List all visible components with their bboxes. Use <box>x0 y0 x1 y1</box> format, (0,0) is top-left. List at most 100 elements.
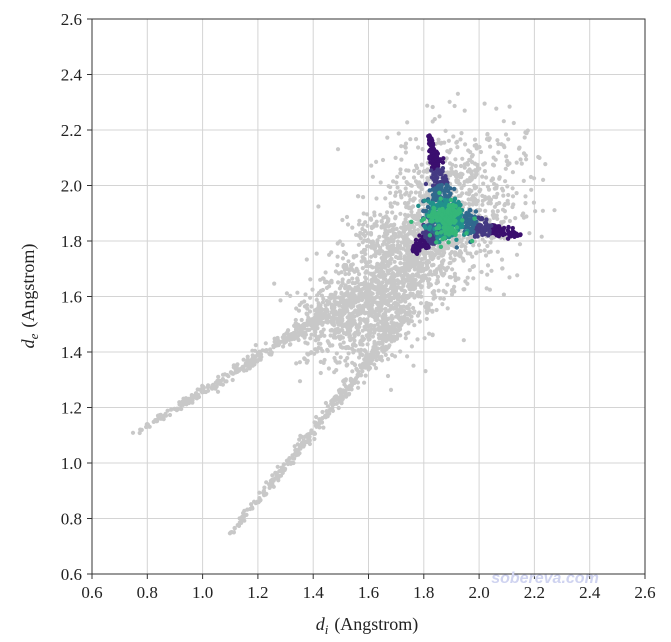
highlight-point <box>423 181 429 187</box>
background-point <box>374 294 379 299</box>
background-point <box>383 196 388 201</box>
background-point <box>291 460 296 466</box>
background-point <box>455 91 460 96</box>
background-point <box>285 329 290 334</box>
background-point <box>523 153 528 158</box>
background-point <box>406 168 411 173</box>
background-point <box>469 154 474 159</box>
background-point <box>411 232 416 237</box>
background-point <box>344 214 350 220</box>
background-point <box>309 304 314 309</box>
background-point <box>393 254 399 260</box>
background-point <box>372 323 377 328</box>
background-point <box>330 328 335 333</box>
background-point <box>438 296 443 301</box>
background-point <box>385 245 390 250</box>
background-point <box>295 442 300 447</box>
background-point <box>377 309 382 315</box>
background-point <box>399 225 404 230</box>
highlight-point <box>433 215 439 220</box>
background-point <box>361 336 367 342</box>
highlight-point <box>505 228 511 233</box>
background-point <box>193 393 198 399</box>
x-tick-label: 1.2 <box>247 583 268 602</box>
background-point <box>391 179 396 184</box>
background-point <box>356 242 361 247</box>
background-point <box>403 305 409 310</box>
background-point <box>495 216 500 221</box>
background-point <box>249 502 254 507</box>
background-point <box>396 295 401 300</box>
background-point <box>350 293 355 298</box>
background-point <box>308 336 313 341</box>
background-point <box>332 395 337 400</box>
y-tick-label: 2.4 <box>61 66 83 85</box>
background-point <box>392 200 397 205</box>
background-point <box>347 331 352 336</box>
background-point <box>361 318 366 323</box>
background-point <box>424 265 430 270</box>
background-point <box>416 269 421 274</box>
background-point <box>374 159 379 164</box>
background-point <box>392 354 398 359</box>
background-point <box>409 293 414 298</box>
background-point <box>405 354 410 359</box>
background-point <box>393 216 398 221</box>
background-point <box>388 286 393 291</box>
highlight-point <box>426 245 431 250</box>
background-point <box>360 352 365 358</box>
background-point <box>450 267 455 272</box>
background-point <box>295 290 300 295</box>
highlight-point <box>409 219 414 224</box>
background-point <box>290 456 296 461</box>
background-point <box>356 222 362 227</box>
x-axis-title: di (Angstrom) <box>316 614 419 637</box>
background-point <box>167 412 173 418</box>
background-point <box>371 351 376 356</box>
background-point <box>375 291 380 296</box>
x-tick-labels: 0.6 0.8 1.0 1.2 1.4 1.6 1.8 2.0 2.2 2.4 2.6 <box>81 583 655 602</box>
background-point <box>383 227 388 232</box>
background-point <box>349 322 354 327</box>
x-tick-label: 1.8 <box>413 583 434 602</box>
background-point <box>484 175 489 180</box>
highlight-point <box>473 233 478 238</box>
background-point <box>480 202 485 207</box>
background-point <box>430 272 435 277</box>
background-point <box>340 277 345 282</box>
background-point <box>320 276 326 281</box>
background-point <box>242 518 247 523</box>
background-point <box>366 285 371 290</box>
background-point <box>341 331 347 336</box>
background-point <box>407 226 412 231</box>
background-point <box>329 318 334 323</box>
background-point <box>399 321 404 326</box>
x-tick-label: 2.6 <box>634 583 655 602</box>
background-point <box>403 233 408 238</box>
background-point <box>165 408 170 413</box>
background-point <box>460 156 465 161</box>
x-tick-label: 0.8 <box>137 583 158 602</box>
background-point <box>138 427 143 432</box>
highlight-point <box>434 231 440 236</box>
background-point <box>523 194 528 199</box>
background-point <box>523 201 528 206</box>
background-point <box>481 181 486 186</box>
background-point <box>403 217 408 222</box>
highlight-point <box>427 156 432 161</box>
axis-ticks <box>87 18 646 579</box>
background-point <box>511 120 516 126</box>
background-point <box>369 355 374 360</box>
highlight-point <box>417 233 422 238</box>
background-point <box>443 290 448 295</box>
background-point <box>359 295 364 300</box>
background-point <box>452 103 457 109</box>
background-point <box>387 343 392 348</box>
background-point <box>324 285 329 290</box>
background-point <box>340 300 345 305</box>
background-point <box>130 430 136 435</box>
highlight-point <box>422 198 427 203</box>
background-point <box>506 192 511 198</box>
background-point <box>472 196 478 202</box>
background-point <box>338 355 343 360</box>
